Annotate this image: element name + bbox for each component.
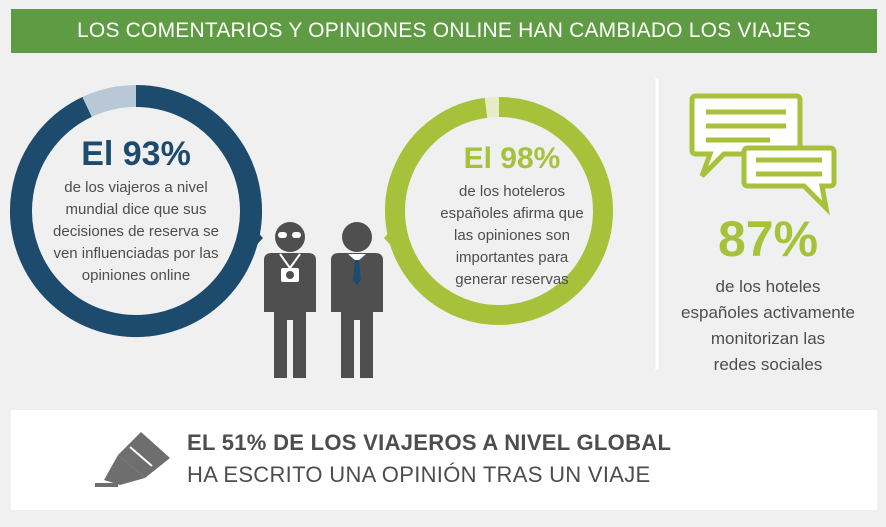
travelers-donut-pointer [251, 225, 263, 251]
hoteliers-donut-pointer [384, 225, 396, 251]
hoteliers-line-4: importantes para [456, 249, 569, 266]
hoteliers-line-5: generar reservas [455, 271, 568, 288]
travelers-line-2: mundial dice que sus [66, 201, 207, 218]
header-banner: LOS COMENTARIOS Y OPINIONES ONLINE HAN C… [11, 9, 877, 53]
hotels-line-2: españoles activamente [681, 303, 855, 322]
travelers-donut [10, 85, 263, 337]
bottom-line-1: EL 51% DE LOS VIAJEROS A NIVEL GLOBAL [187, 430, 672, 455]
travelers-line-3: decisiones de reserva se [53, 223, 219, 240]
hotels-line-1: de los hoteles [716, 277, 821, 296]
hotels-line-3: monitorizan las [711, 329, 825, 348]
tourist-figure-icon [264, 222, 316, 378]
hoteliers-line-1: de los hoteleros [459, 183, 565, 200]
travelers-line-5: opiniones online [82, 267, 190, 284]
travelers-line-4: ven influenciadas por las [53, 245, 218, 262]
pen-writing-icon [95, 432, 170, 487]
bottom-statement: EL 51% DE LOS VIAJEROS A NIVEL GLOBAL HA… [187, 430, 671, 488]
speech-bubbles-icon [689, 93, 837, 216]
businessman-figure-icon [331, 222, 383, 378]
hoteliers-donut [384, 97, 613, 325]
hoteliers-line-3: las opiniones son [454, 227, 570, 244]
travelers-big-stat: El 93% [81, 135, 191, 173]
hotels-big-stat: 87% [718, 211, 818, 267]
travelers-donut-arc [10, 85, 262, 337]
bottom-line-2: HA ESCRITO UNA OPINIÓN TRAS UN VIAJE [187, 462, 651, 487]
page-title: LOS COMENTARIOS Y OPINIONES ONLINE HAN C… [77, 19, 811, 42]
travelers-line-1: de los viajeros a nivel [64, 179, 207, 196]
hoteliers-big-stat: El 98% [464, 142, 561, 175]
hoteliers-line-2: españoles afirma que [440, 205, 583, 222]
hoteliers-donut-arc [385, 97, 613, 325]
hotels-line-4: redes sociales [714, 355, 823, 374]
